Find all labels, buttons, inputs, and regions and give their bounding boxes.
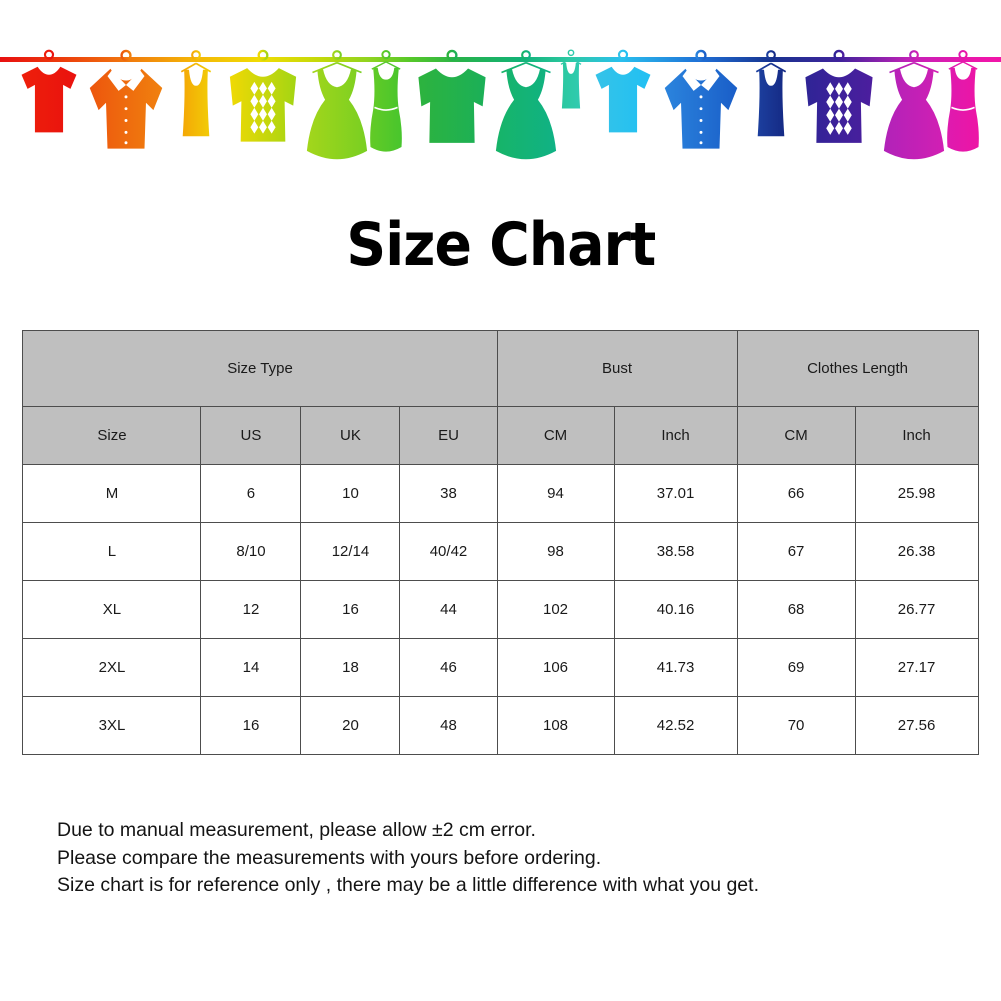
table-cell: 18 xyxy=(300,638,401,697)
table-cell: 66 xyxy=(736,464,856,523)
gold-tank-top-icon xyxy=(180,50,212,138)
group-header: Bust xyxy=(496,330,738,407)
group-header: Size Type xyxy=(22,330,498,407)
table-cell: 38.58 xyxy=(613,522,738,581)
group-header: Clothes Length xyxy=(736,330,979,407)
table-cell: L xyxy=(22,522,202,581)
lime-dress-icon xyxy=(305,50,369,161)
table-cell: 14 xyxy=(200,638,302,697)
table-cell: 26.77 xyxy=(854,580,979,639)
table-cell: 44 xyxy=(399,580,498,639)
column-header: Inch xyxy=(613,406,738,465)
table-cell: 69 xyxy=(736,638,856,697)
column-header: CM xyxy=(736,406,856,465)
table-cell: 10 xyxy=(300,464,401,523)
table-cell: 27.56 xyxy=(854,696,979,755)
table-cell: 102 xyxy=(496,580,615,639)
table-cell: 40/42 xyxy=(399,522,498,581)
navy-tank-top-icon xyxy=(755,50,787,138)
table-cell: 42.52 xyxy=(613,696,738,755)
table-cell: 67 xyxy=(736,522,856,581)
table-cell: 68 xyxy=(736,580,856,639)
red-tshirt-icon xyxy=(20,49,78,134)
table-cell: 20 xyxy=(300,696,401,755)
table-row: 2XL 14 18 46 106 41.73 69 27.17 xyxy=(22,638,979,697)
table-cell: 12 xyxy=(200,580,302,639)
note-line: Size chart is for reference only , there… xyxy=(57,874,759,896)
column-header: CM xyxy=(496,406,615,465)
column-header: Size xyxy=(22,406,202,465)
table-cell: 40.16 xyxy=(613,580,738,639)
table-row: 3XL 16 20 48 108 42.52 70 27.56 xyxy=(22,696,979,755)
orange-shirt-icon xyxy=(88,49,164,150)
table-cell: 38 xyxy=(399,464,498,523)
hanging-garments xyxy=(20,49,980,161)
pink-tank-dress-icon xyxy=(946,49,980,153)
table-row: L 8/10 12/14 40/42 98 38.58 67 26.38 xyxy=(22,522,979,581)
table-cell: 106 xyxy=(496,638,615,697)
table-cell: 2XL xyxy=(22,638,202,697)
column-header: UK xyxy=(300,406,401,465)
note-line: Due to manual measurement, please allow … xyxy=(57,819,536,841)
lime-argyle-sweater-icon xyxy=(228,49,298,143)
size-chart-table: Size Type Bust Clothes Length Size US UK EU CM I… xyxy=(22,330,979,755)
column-header: Inch xyxy=(854,406,979,465)
indigo-argyle-sweater-icon xyxy=(804,49,874,145)
table-cell: 70 xyxy=(736,696,856,755)
table-cell: 37.01 xyxy=(613,464,738,523)
table-cell: 48 xyxy=(399,696,498,755)
table-cell: 3XL xyxy=(22,696,202,755)
magenta-dress-icon xyxy=(882,50,946,161)
table-cell: 26.38 xyxy=(854,522,979,581)
table-row: XL 12 16 44 102 40.16 68 26.77 xyxy=(22,580,979,639)
table-cell: 46 xyxy=(399,638,498,697)
table-cell: 6 xyxy=(200,464,302,523)
green-sweater-icon xyxy=(417,49,487,145)
table-cell: 108 xyxy=(496,696,615,755)
table-cell: 98 xyxy=(496,522,615,581)
column-header: US xyxy=(200,406,302,465)
table-cell: 16 xyxy=(200,696,302,755)
measurement-notes: Due to manual measurement, please allow … xyxy=(57,817,1001,900)
table-cell: 94 xyxy=(496,464,615,523)
teal-dress-icon xyxy=(494,50,558,161)
table-cell: XL xyxy=(22,580,202,639)
green-tank-dress-icon xyxy=(369,49,403,153)
table-cell: 12/14 xyxy=(300,522,401,581)
table-cell: 8/10 xyxy=(200,522,302,581)
rainbow-line xyxy=(0,57,1001,62)
clothes-garland-banner xyxy=(0,49,1001,161)
page-title: Size Chart xyxy=(346,210,656,280)
table-cell: 25.98 xyxy=(854,464,979,523)
table-cell: 41.73 xyxy=(613,638,738,697)
table-cell: 16 xyxy=(300,580,401,639)
table-row: M 6 10 38 94 37.01 66 25.98 xyxy=(22,464,979,523)
blue-shirt-icon xyxy=(663,49,739,150)
note-line: Please compare the measurements with you… xyxy=(57,846,602,869)
table-cell: 27.17 xyxy=(854,638,979,697)
column-header: EU xyxy=(399,406,498,465)
cyan-tshirt-icon xyxy=(594,49,652,134)
table-cell: M xyxy=(22,464,202,523)
